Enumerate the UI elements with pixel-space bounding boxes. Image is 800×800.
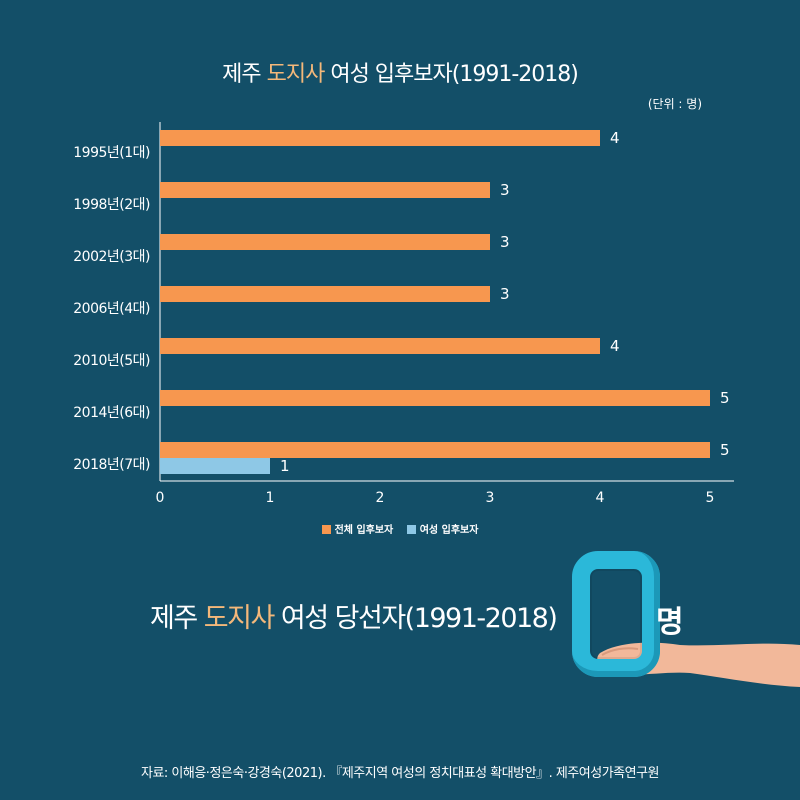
zero-illustration: 0 명: [560, 545, 800, 695]
chart-title-pre: 제주: [222, 62, 267, 87]
bar-total: [160, 182, 490, 198]
x-tick-label: 4: [596, 490, 605, 506]
legend-item-total: 전체 입후보자: [321, 525, 394, 536]
data-label: 5: [720, 441, 730, 459]
y-category-label: 2010년(5대): [73, 353, 150, 369]
chart-title-post: 여성 입후보자(1991-2018): [324, 62, 579, 87]
bar-total: [160, 390, 710, 406]
bar-chart: 0 1 2 3 4 5 1995년(1대) 4 1998년(2대) 3 2002년(3대) 3 2006…: [73, 122, 734, 506]
headline-pre: 제주: [150, 603, 204, 634]
unit-note: (단위 : 명): [647, 97, 702, 111]
bar-total: [160, 286, 490, 302]
legend-swatch-total: [321, 525, 331, 534]
data-label: 3: [500, 233, 510, 251]
x-tick-label: 1: [266, 490, 275, 506]
y-category-label: 2014년(6대): [73, 405, 150, 421]
chart-title-accent: 도지사: [266, 62, 326, 87]
data-label: 1: [280, 457, 290, 475]
bar-total: [160, 442, 710, 458]
bar-total: [160, 234, 490, 250]
y-category-label: 2018년(7대): [73, 457, 150, 473]
headline-post: 여성 당선자(1991-2018): [273, 603, 558, 634]
data-label: 4: [610, 337, 620, 355]
bar-women: [160, 458, 270, 474]
chart-title: 제주 도지사 여성 입후보자(1991-2018): [0, 56, 800, 88]
headline-accent: 도지사: [203, 603, 276, 634]
big-zero-glyph: 0: [572, 551, 660, 677]
x-tick-label: 3: [486, 490, 495, 506]
x-tick-label: 2: [376, 490, 385, 506]
bar-total: [160, 130, 600, 146]
data-label: 3: [500, 285, 510, 303]
legend-label-total: 전체 입후보자: [334, 525, 394, 536]
data-label: 3: [500, 181, 510, 199]
y-category-label: 2002년(3대): [73, 249, 150, 265]
x-tick-label: 5: [706, 490, 715, 506]
legend-swatch-women: [406, 525, 416, 534]
data-label: 4: [610, 129, 620, 147]
big-number-unit: 명: [656, 605, 684, 640]
data-label: 5: [720, 389, 730, 407]
y-category-label: 1998년(2대): [73, 197, 150, 213]
headline: 제주 도지사 여성 당선자(1991-2018): [150, 596, 558, 635]
y-category-label: 1995년(1대): [73, 145, 150, 161]
source-note: 자료: 이해응·정은숙·강경숙(2021). 『제주지역 여성의 정치대표성 확…: [141, 766, 660, 781]
legend-label-women: 여성 입후보자: [419, 525, 479, 536]
x-tick-label: 0: [156, 490, 165, 506]
y-category-label: 2006년(4대): [73, 301, 150, 317]
bar-total: [160, 338, 600, 354]
chart-legend: 전체 입후보자 여성 입후보자: [0, 521, 800, 536]
legend-item-women: 여성 입후보자: [406, 525, 479, 536]
